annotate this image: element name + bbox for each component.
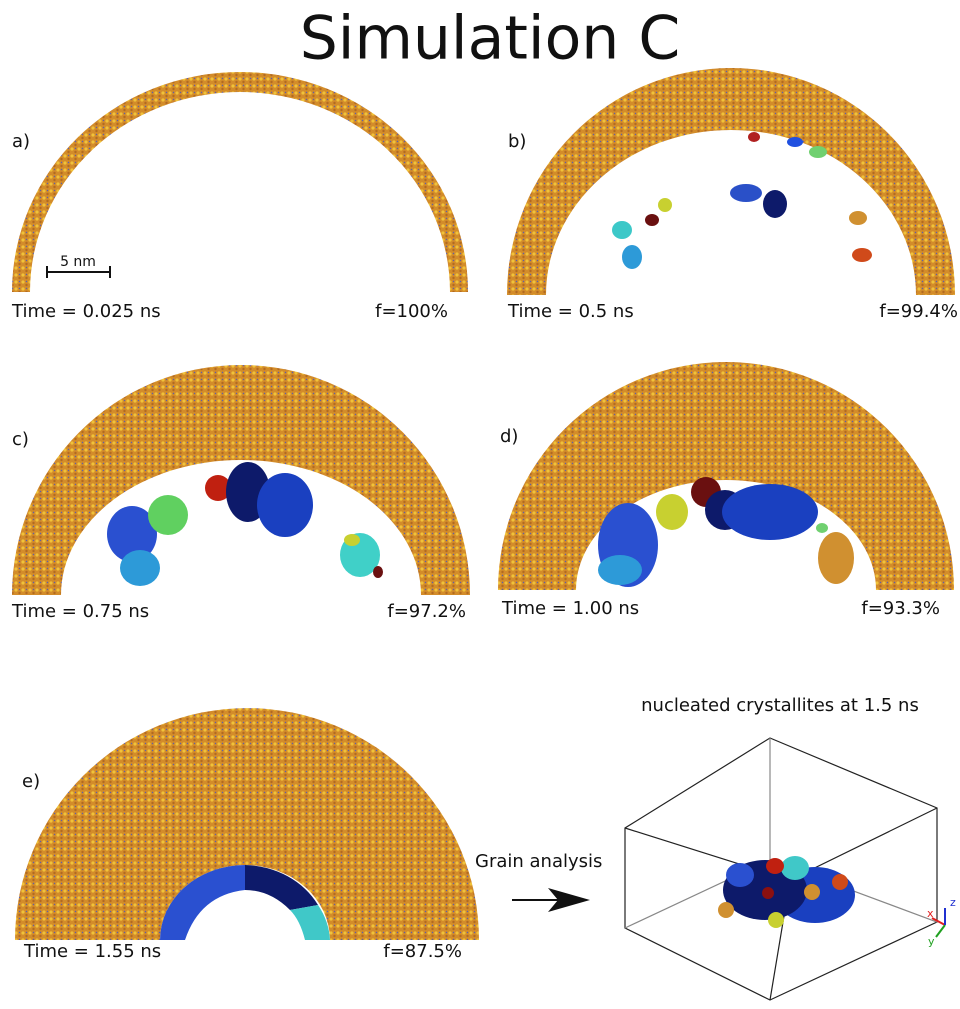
time-label: Time = 0.75 ns xyxy=(11,601,149,622)
panel-b: b) Time = 0.5 ns f=99.4% xyxy=(507,68,958,322)
time-label: Time = 1.00 ns xyxy=(501,598,639,619)
fraction-label: f=93.3% xyxy=(861,598,940,619)
panel-label: d) xyxy=(500,426,518,447)
panel-d: d) Time = 1.00 ns f=93.3% xyxy=(498,362,954,619)
panel-a: a) 5 nm Time = 0.025 ns f=100% xyxy=(11,72,468,322)
fraction-label: f=87.5% xyxy=(383,941,462,962)
axis-x: x xyxy=(927,907,934,920)
panel-label: c) xyxy=(12,429,29,450)
panel-label: a) xyxy=(12,131,30,152)
fraction-label: f=97.2% xyxy=(387,601,466,622)
crystal-shell xyxy=(15,708,479,940)
panel-c: c) Time = 0.75 ns f=97.2% xyxy=(11,365,470,622)
panel-label: e) xyxy=(22,771,40,792)
fraction-label: f=99.4% xyxy=(879,301,958,322)
time-label: Time = 1.55 ns xyxy=(23,941,161,962)
panel-label: b) xyxy=(508,131,526,152)
axis-triad: x y z xyxy=(927,896,956,948)
scale-label: 5 nm xyxy=(60,254,96,270)
panel-e: e) Time = 1.55 ns f=87.5% xyxy=(15,708,479,962)
fraction-label: f=100% xyxy=(375,301,448,322)
time-label: Time = 0.5 ns xyxy=(507,301,634,322)
arrow-label: Grain analysis xyxy=(475,851,602,872)
crystal-shell xyxy=(498,362,954,590)
title: Simulation C xyxy=(300,4,681,74)
crystal-shell xyxy=(507,68,955,295)
axis-z: z xyxy=(950,896,956,909)
inset-title: nucleated crystallites at 1.5 ns xyxy=(641,695,919,716)
grains xyxy=(718,856,855,928)
time-label: Time = 0.025 ns xyxy=(11,301,161,322)
axis-y: y xyxy=(928,935,935,948)
inset: nucleated crystallites at 1.5 ns x y z xyxy=(625,695,956,1000)
figure: Simulation C a) 5 nm Time = 0.025 ns f=1… xyxy=(0,0,960,1009)
